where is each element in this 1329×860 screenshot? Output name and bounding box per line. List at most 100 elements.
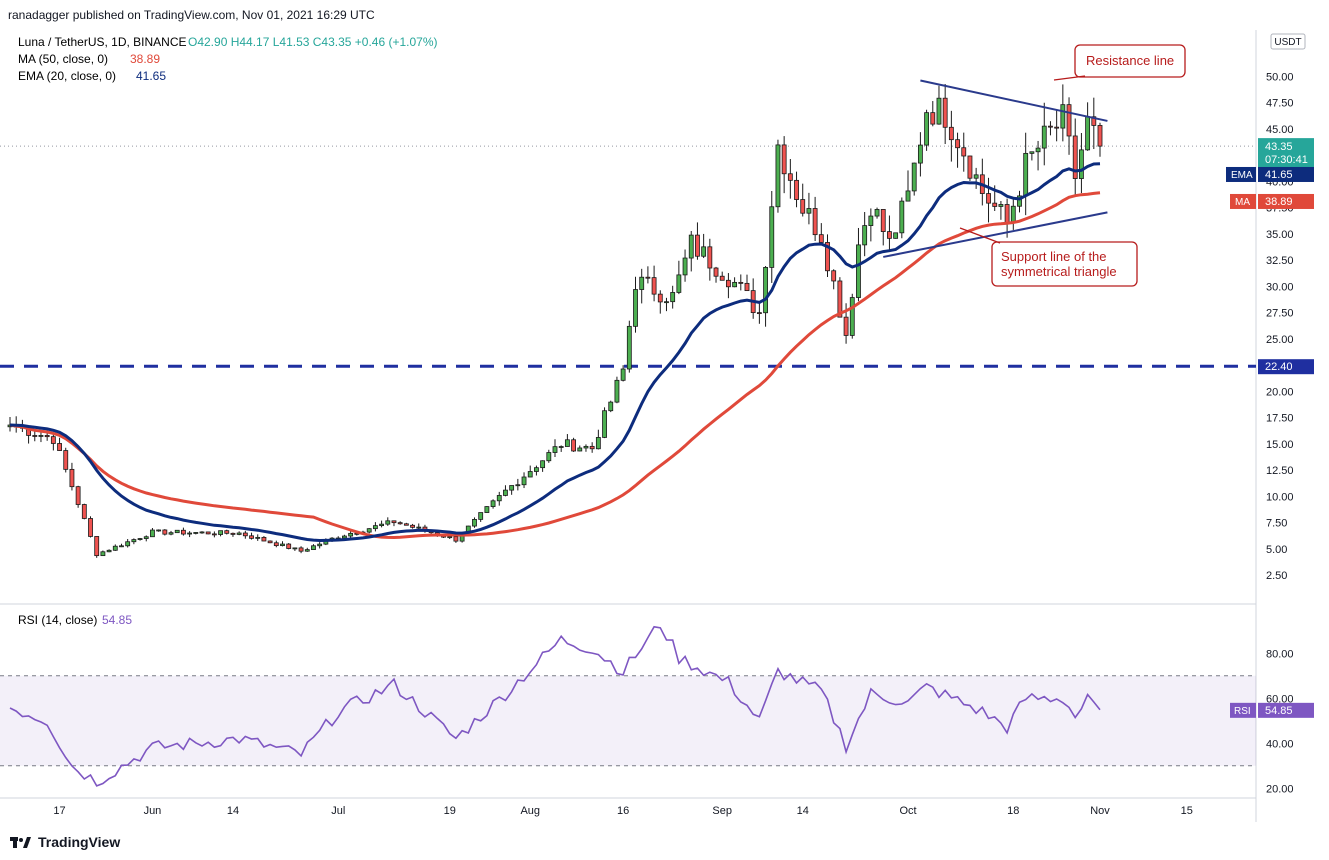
resistance-callout[interactable]: Resistance line [1053, 44, 1186, 81]
candle-bull [849, 297, 855, 336]
candle-bull [515, 484, 521, 487]
candle-bull [131, 539, 137, 543]
ema-badge: EMA 41.65 [1226, 166, 1314, 182]
candle-bull [156, 529, 162, 532]
price-tick-label: 5.00 [1266, 544, 1287, 556]
candle-bull [1017, 195, 1022, 207]
candle-bull [540, 460, 546, 469]
legend-ma-label: MA (50, close, 0) [18, 52, 108, 66]
price-tick-label: 50.00 [1266, 71, 1294, 83]
footer-brand[interactable]: TradingView [10, 834, 120, 850]
price-tick-label: 35.00 [1266, 229, 1294, 241]
candle-bull [168, 532, 174, 535]
time-tick-label: 18 [1007, 805, 1019, 817]
candle-bear [1054, 126, 1060, 129]
rsi-line [9, 625, 1101, 787]
resistance-callout-text: Resistance line [1086, 53, 1174, 68]
support-callout[interactable]: Support line of the symmetrical triangle [959, 227, 1138, 287]
candle-bear [713, 267, 719, 277]
price-tick-label: 2.50 [1266, 570, 1287, 582]
candle-bear [719, 275, 725, 281]
candle-bull [1085, 116, 1091, 151]
candle-bull [143, 536, 149, 539]
rsi-axis[interactable]: 80.00 60.00 40.00 20.00 [1266, 648, 1294, 795]
candle-bull [106, 549, 112, 553]
candle-bear [781, 144, 787, 175]
candle-bear [249, 535, 254, 539]
candle-bull [763, 267, 768, 314]
candle-bull [490, 500, 496, 507]
candle-bull [595, 437, 601, 450]
last-price-badge: 43.35 07:30:41 [1258, 138, 1314, 169]
price-tick-label: 47.50 [1266, 98, 1294, 110]
candle-bull [682, 257, 688, 276]
legend-ema-label: EMA (20, close, 0) [18, 69, 116, 83]
level-badge-value: 22.40 [1265, 361, 1293, 373]
time-axis[interactable]: 17 Jun 14 Jul 19 Aug 16 Sep 14 Oct 18 Nov 15 [53, 805, 1192, 817]
time-tick-label: Oct [899, 805, 916, 817]
candle-bear [1097, 125, 1103, 147]
candle-bear [837, 280, 843, 318]
candle-bear [88, 518, 93, 537]
candle-bear [205, 531, 211, 535]
candle-bull [496, 495, 502, 502]
candle-bear [787, 173, 793, 181]
candle-bear [818, 234, 824, 243]
candle-bear [224, 530, 230, 534]
candle-bear [453, 536, 459, 542]
candle-bear [32, 435, 38, 437]
candle-bear [986, 193, 991, 204]
candle-bull [187, 532, 193, 535]
price-tick-label: 32.50 [1266, 255, 1294, 267]
candle-bear [273, 542, 279, 547]
candle-bull [620, 368, 626, 381]
currency-box[interactable] [1270, 33, 1306, 50]
time-tick-label: 19 [444, 805, 456, 817]
rsi-badge-value: 54.85 [1265, 705, 1293, 717]
support-callout-text-2: symmetrical triangle [1001, 264, 1117, 279]
candle-bull [862, 225, 868, 246]
candle-bull [478, 512, 484, 520]
candle-bull [1079, 149, 1084, 179]
candle-bear [286, 543, 292, 549]
candle-bull [372, 525, 378, 530]
candle-bull [527, 471, 533, 478]
resistance-callout-box [1074, 44, 1186, 78]
candle-bear [695, 234, 700, 257]
candle-bear [391, 520, 397, 524]
candle-bear [410, 524, 415, 528]
ma-badge-label: MA [1235, 197, 1250, 208]
candle-bull [100, 551, 106, 557]
legend-ohlc: O42.90 H44.17 L41.53 C43.35 +0.46 (+1.07… [188, 35, 438, 49]
candle-bear [645, 276, 651, 279]
support-trendline[interactable] [883, 211, 1108, 258]
candle-bull [125, 541, 131, 547]
candle-bear [825, 242, 830, 272]
candle-bull [633, 289, 638, 327]
ma-badge-value: 38.89 [1265, 196, 1293, 208]
legend-rsi-value: 54.85 [102, 613, 132, 627]
ema-badge-value: 41.65 [1265, 169, 1293, 181]
resistance-trendline[interactable] [920, 79, 1108, 122]
candle-bull [193, 532, 199, 534]
candle-bull [670, 292, 676, 303]
candle-bull [112, 545, 118, 551]
price-tick-label: 27.50 [1266, 308, 1294, 320]
candle-bear [812, 208, 818, 236]
candle-bear [94, 536, 100, 557]
rsi-tick-label: 20.00 [1266, 783, 1294, 795]
candle-bull [521, 476, 527, 486]
candle-bear [738, 281, 744, 284]
price-tick-label: 20.00 [1266, 386, 1294, 398]
legend-ma-value: 38.89 [130, 52, 160, 66]
candle-bull [911, 162, 917, 192]
currency-label: USDT [1274, 37, 1301, 48]
candle-bear [955, 139, 960, 149]
candle-bear [756, 312, 762, 315]
candle-bear [44, 435, 50, 438]
candle-bear [794, 179, 799, 200]
candle-bear [242, 532, 248, 537]
candle-bear [211, 533, 217, 536]
ma50-line [9, 191, 1101, 540]
